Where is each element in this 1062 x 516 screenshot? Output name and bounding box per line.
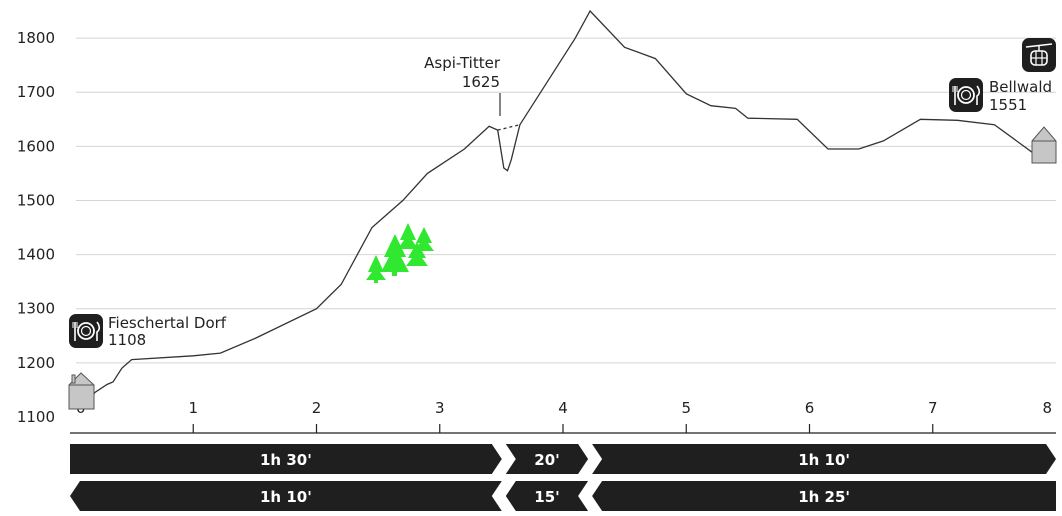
time-segment-label: 1h 25' <box>798 488 850 506</box>
end-house-icon <box>1031 126 1057 164</box>
restaurant-icon-start <box>69 314 103 348</box>
x-tick-label: 8 <box>1042 399 1052 417</box>
time-segment-label: 15' <box>534 488 559 506</box>
y-tick-label: 1100 <box>17 408 55 426</box>
time-bar-forward: 1h 30' 20' 1h 10' <box>70 444 1056 474</box>
y-tick-label: 1500 <box>17 191 55 209</box>
y-tick-label: 1200 <box>17 354 55 372</box>
y-axis-ticks: 1100 1200 1300 1400 1500 1600 1700 1800 <box>17 29 55 426</box>
x-tick-label: 1 <box>188 399 198 417</box>
time-segment-label: 1h 10' <box>798 451 850 469</box>
time-bar-back: 1h 10' 15' 1h 25' <box>70 481 1056 511</box>
tunnel-dashed-line <box>497 124 521 131</box>
end-point-label: Bellwald <box>989 78 1052 96</box>
time-segment <box>505 481 589 511</box>
aspi-point-elevation: 1625 <box>462 73 500 91</box>
time-segment <box>70 481 502 511</box>
time-segment <box>592 481 1056 511</box>
time-segment <box>70 444 502 474</box>
start-house-icon <box>68 372 95 410</box>
elevation-profile-line <box>69 9 1051 410</box>
gridlines <box>76 37 1056 364</box>
y-tick-label: 1700 <box>17 83 55 101</box>
x-tick-label: 7 <box>928 399 938 417</box>
y-tick-label: 1300 <box>17 300 55 318</box>
x-tick-label: 2 <box>312 399 322 417</box>
start-point-label: Fieschertal Dorf <box>108 314 227 332</box>
end-point-elevation: 1551 <box>989 96 1027 114</box>
x-tick-label: 3 <box>435 399 445 417</box>
time-segment <box>592 444 1056 474</box>
x-tick-label: 6 <box>805 399 815 417</box>
y-tick-label: 1800 <box>17 29 55 47</box>
time-segment-label: 20' <box>534 451 559 469</box>
cable-car-icon <box>1022 38 1056 72</box>
restaurant-icon-end <box>949 78 983 112</box>
time-segment-label: 1h 30' <box>260 451 312 469</box>
y-tick-label: 1400 <box>17 246 55 264</box>
start-point-elevation: 1108 <box>108 331 146 349</box>
time-segment <box>505 444 589 474</box>
y-tick-label: 1600 <box>17 137 55 155</box>
x-tick-label: 5 <box>681 399 691 417</box>
forest-icon <box>366 223 434 283</box>
aspi-point-label: Aspi-Titter <box>424 54 501 72</box>
time-segment-label: 1h 10' <box>260 488 312 506</box>
x-tick-label: 4 <box>558 399 568 417</box>
